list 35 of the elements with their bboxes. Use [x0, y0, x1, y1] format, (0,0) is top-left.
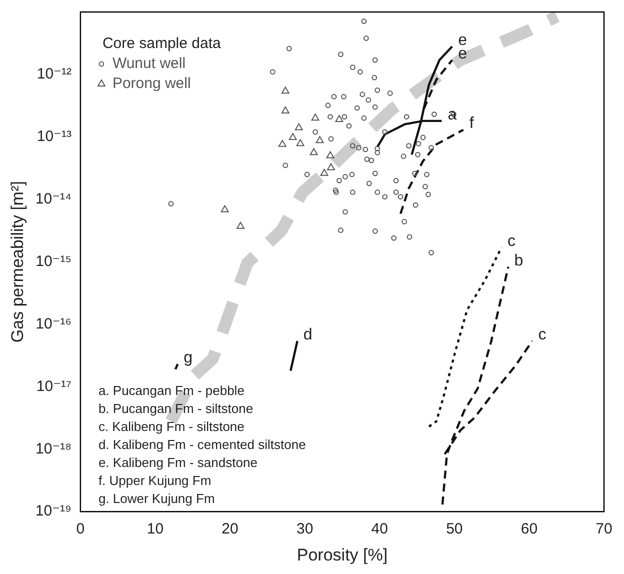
y-axis-title: Gas permeability [m²] — [8, 181, 27, 343]
y-tick-label: 10⁻¹⁶ — [36, 315, 72, 332]
annotation: d. Kalibeng Fm - cemented siltstone — [98, 437, 306, 452]
x-axis-title: Porosity [%] — [296, 545, 388, 564]
y-tick-label: 10⁻¹⁵ — [36, 252, 72, 270]
y-tick-label: 10⁻¹⁹ — [35, 502, 72, 520]
annotation: d — [303, 326, 312, 344]
annotation: f — [469, 115, 474, 132]
x-tick-label: 60 — [520, 520, 538, 538]
annotation: g. Lower Kujung Fm — [98, 491, 215, 506]
x-tick-label: 10 — [146, 520, 164, 538]
legend-label: Porong well — [112, 75, 191, 92]
legend-title: Core sample data — [102, 35, 222, 52]
x-tick-label: 70 — [596, 520, 612, 538]
annotation: c. Kalibeng Fm - siltstone — [98, 419, 244, 434]
y-tick-label: 10⁻¹⁷ — [36, 378, 72, 395]
annotation: b. Pucangan Fm - siltstone — [98, 401, 254, 416]
annotation: b — [514, 252, 524, 270]
y-tick-label: 10⁻¹² — [36, 66, 72, 83]
x-tick-label: 0 — [76, 520, 85, 538]
y-tick-label: 10⁻¹³ — [36, 128, 72, 146]
annotation: a — [448, 106, 457, 124]
legend-label: Wunut well — [112, 55, 186, 72]
annotation: c — [508, 232, 516, 250]
annotation: a. Pucangan Fm - pebble — [98, 383, 244, 398]
annotation: f. Upper Kujung Fm — [98, 473, 212, 488]
x-tick-label: 20 — [222, 520, 238, 538]
annotation: g — [184, 350, 193, 367]
x-tick-label: 50 — [446, 520, 463, 538]
annotation: c — [538, 326, 546, 344]
x-tick-label: 40 — [371, 520, 388, 538]
annotation: e. Kalibeng Fm - sandstone — [98, 455, 258, 470]
x-tick-label: 30 — [296, 520, 314, 538]
y-tick-label: 10⁻¹⁴ — [35, 190, 72, 208]
y-tick-label: 10⁻¹⁸ — [36, 440, 72, 458]
